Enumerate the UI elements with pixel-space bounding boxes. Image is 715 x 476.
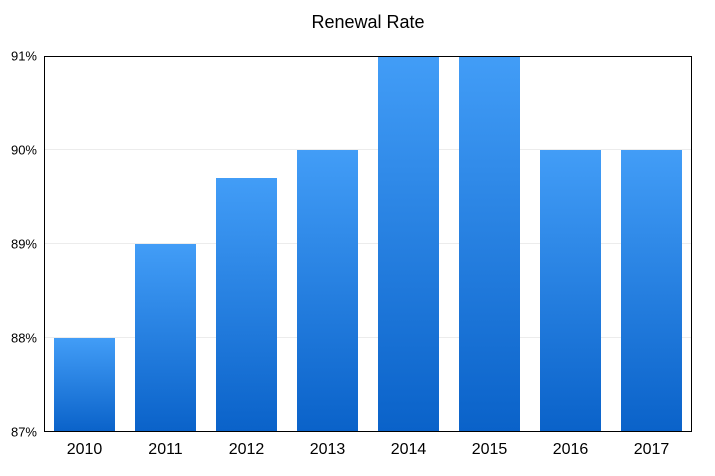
y-axis: 91% 90% 89% 88% 87%: [0, 49, 37, 440]
gridline: [44, 243, 692, 244]
bar-slot-2017: [611, 56, 692, 432]
bar-slot-2016: [530, 56, 611, 432]
x-tick-label: 2010: [66, 441, 103, 458]
gridline: [44, 337, 692, 338]
x-tick-label: 2012: [228, 441, 265, 458]
x-tick-label: 2011: [148, 441, 183, 458]
bar-slot-2015: [449, 56, 530, 432]
gridline: [44, 149, 692, 150]
y-tick-label: 90%: [10, 142, 37, 158]
x-tick-label: 2017: [633, 441, 670, 458]
bar-slot-2010: [44, 56, 125, 432]
y-tick-label: 91%: [10, 48, 37, 64]
y-tick-label: 88%: [10, 330, 37, 346]
bar-series: [44, 56, 692, 432]
bar-2016: [539, 150, 602, 432]
bar-2015: [458, 56, 521, 432]
x-axis: 2010 2011 2012 2013 2014 2015 2016 2017: [44, 441, 692, 459]
x-tick-label: 2016: [552, 441, 589, 458]
bar-2011: [134, 244, 197, 432]
plot-area: [44, 56, 692, 432]
y-tick-label: 87%: [10, 424, 37, 440]
bar-slot-2013: [287, 56, 368, 432]
bar-2013: [296, 150, 359, 432]
chart-title: Renewal Rate: [311, 12, 425, 32]
bar-2017: [620, 150, 683, 432]
y-tick-label: 89%: [10, 236, 37, 252]
x-tick-label: 2013: [309, 441, 346, 458]
bar-2012: [215, 178, 278, 432]
bar-2010: [53, 338, 116, 432]
bar-slot-2012: [206, 56, 287, 432]
bar-slot-2014: [368, 56, 449, 432]
bar-slot-2011: [125, 56, 206, 432]
x-tick-label: 2014: [390, 441, 427, 458]
bar-2014: [377, 56, 440, 432]
x-tick-label: 2015: [471, 441, 508, 458]
